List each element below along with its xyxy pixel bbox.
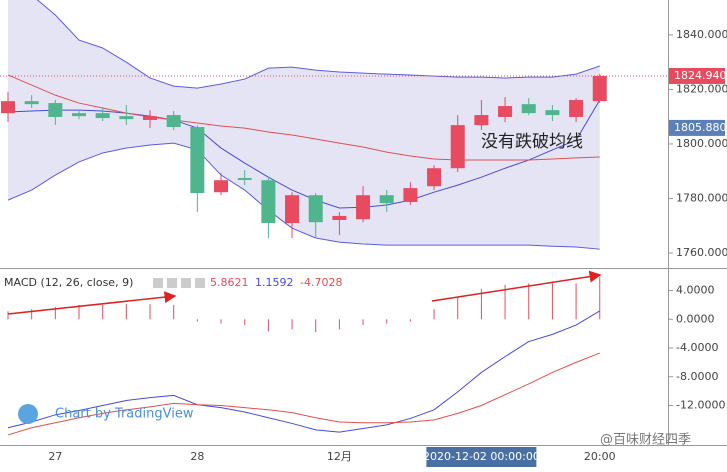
candle-body [592,75,607,102]
x-tick-label: 27 [48,450,62,463]
candle-body [214,180,229,193]
candle-body [95,113,110,119]
candle-body [545,110,560,116]
candle-body [190,127,205,194]
y-tick-label: 1800.000 [676,137,727,150]
signal-line [7,352,600,436]
candle-body [1,101,15,114]
candle-body [261,180,276,224]
signal-value: -4.7028 [300,276,342,289]
candle-body [308,195,323,223]
candle-body [72,113,87,117]
candle-body [403,188,418,203]
branding[interactable]: Chart by TradingView [55,407,194,422]
price-label-box [669,67,725,84]
macd-value: 1.1592 [255,276,294,289]
price-label-box [669,119,725,136]
candle-body [379,195,394,204]
arrow [431,270,602,302]
crosshair-time-box [426,447,537,467]
candle-body [24,101,39,105]
y-tick-label: 0.0000 [676,312,715,325]
band-line [7,74,600,161]
histogram-value: 5.8621 [210,276,249,289]
price-label: 1805.880 [674,121,727,134]
candle-body [427,168,442,187]
candle-body [521,104,536,114]
candle-body [143,116,158,120]
band-area [8,0,600,250]
x-tick-label: 20:00 [584,450,616,463]
band-line [36,0,600,89]
x-tick-label: 28 [190,450,204,463]
y-tick-label: 1760.000 [676,246,727,259]
candle-body [332,215,347,221]
y-tick-label: -12.0000 [676,398,725,411]
band-line [7,99,601,209]
y-tick-label: 1780.000 [676,191,727,204]
candle-body [166,115,181,128]
tv-logo [18,404,38,424]
macd-title: MACD (12, 26, close, 9) [4,276,133,289]
price-label: 1824.940 [674,69,727,82]
candle-body [48,103,63,117]
macd-line [7,310,601,433]
arrow [7,291,177,315]
candle-body [498,106,513,117]
candle-body [450,125,465,169]
candle-body [237,178,252,180]
candle-body [569,100,584,117]
indicator-icons [153,278,205,288]
candle-body [119,116,134,120]
candle-body [285,195,300,224]
watermark: @百味财经四季 [600,433,691,448]
band-line [7,142,600,250]
annotation: 没有跌破均线 [481,132,583,152]
y-tick-label: 4.0000 [676,284,715,297]
x-tick-label: 12月 [327,450,352,463]
candle-body [474,115,489,126]
y-tick-label: -4.0000 [676,341,718,354]
y-tick-label: -8.0000 [676,370,718,383]
x-tick-label: 2020-12-02 00:00:00 [423,450,540,463]
y-tick-label: 1820.000 [676,82,727,95]
candle-body [356,195,371,220]
y-tick-label: 1840.000 [676,28,727,41]
